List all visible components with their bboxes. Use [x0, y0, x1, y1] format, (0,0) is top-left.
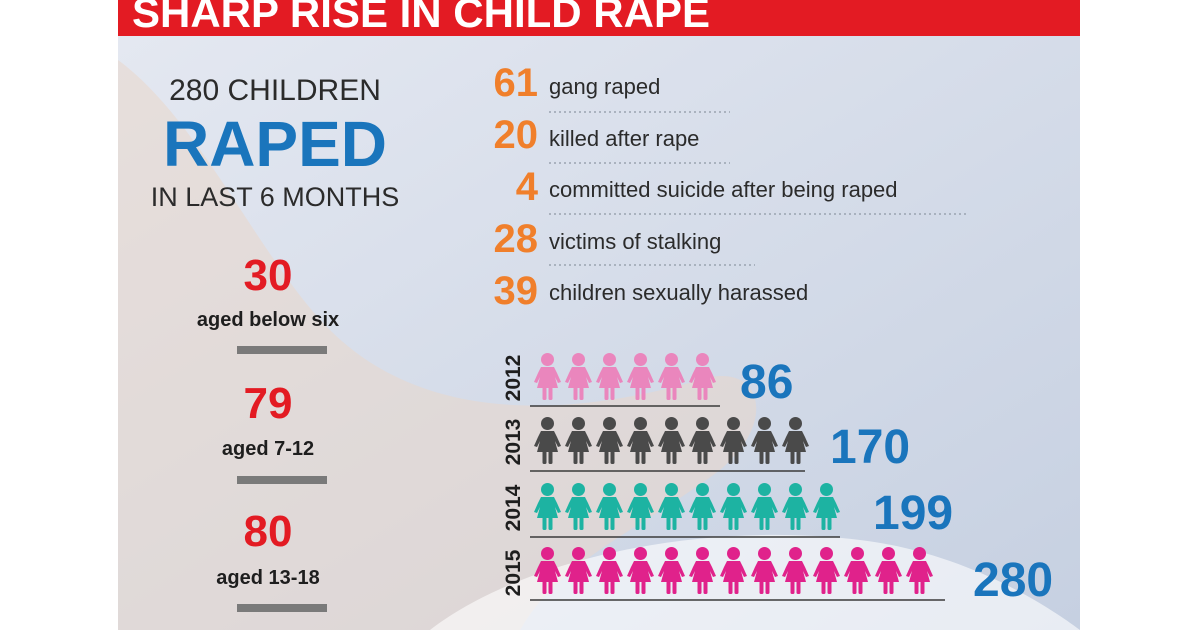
age-label: aged below six: [197, 309, 339, 331]
pictogram-row: [532, 546, 935, 596]
breakdown-count: 61: [494, 61, 539, 105]
breakdown-count: 4: [516, 165, 539, 209]
summary-headline: RAPED: [163, 108, 387, 180]
year-label: 2012: [502, 355, 525, 402]
age-label: aged 13-18: [216, 567, 319, 589]
title: SHARP RISE IN CHILD RAPE: [132, 0, 710, 36]
breakdown-count: 20: [494, 113, 539, 157]
breakdown-label: children sexually harassed: [549, 280, 808, 305]
age-count: 79: [244, 379, 293, 428]
breakdown-label: committed suicide after being raped: [549, 177, 898, 202]
title-banner: [118, 0, 1080, 36]
summary-period: IN LAST 6 MONTHS: [151, 182, 400, 212]
breakdown-label: victims of stalking: [549, 229, 721, 254]
year-label: 2015: [502, 549, 525, 596]
breakdown-label: killed after rape: [549, 126, 699, 151]
pictogram-row: [532, 352, 718, 402]
age-count: 30: [244, 251, 293, 300]
breakdown-count: 28: [494, 217, 539, 261]
divider: [237, 604, 327, 612]
divider: [237, 346, 327, 354]
breakdown-count: 39: [494, 269, 539, 313]
pictogram-row: [532, 416, 811, 466]
breakdown-label: gang raped: [549, 74, 660, 99]
year-label: 2014: [502, 484, 525, 531]
year-total: 280: [973, 554, 1053, 607]
year-total: 86: [740, 356, 793, 409]
year-label: 2013: [502, 419, 525, 466]
year-total: 199: [873, 487, 953, 540]
summary-count: 280 CHILDREN: [169, 74, 381, 107]
age-label: aged 7-12: [222, 438, 314, 460]
age-count: 80: [244, 507, 293, 556]
pictogram-row: [532, 482, 842, 532]
year-total: 170: [830, 421, 910, 474]
divider: [237, 476, 327, 484]
